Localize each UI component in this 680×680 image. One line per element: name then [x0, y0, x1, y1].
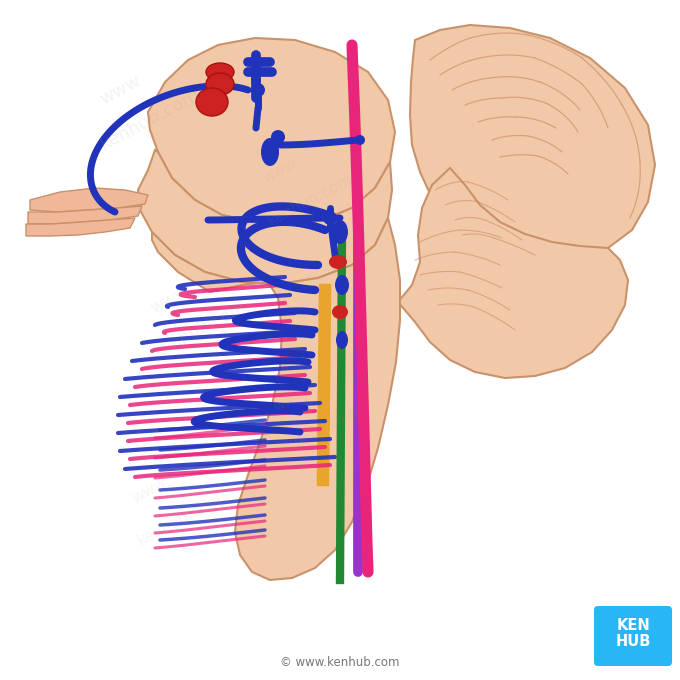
Polygon shape [398, 168, 628, 378]
Text: KEN: KEN [616, 619, 650, 634]
Ellipse shape [332, 220, 348, 244]
Text: www: www [271, 386, 308, 414]
Ellipse shape [206, 63, 234, 81]
Text: kenhub.com: kenhub.com [265, 171, 355, 228]
Ellipse shape [261, 138, 279, 166]
Text: www: www [130, 475, 170, 505]
Text: www: www [260, 154, 300, 186]
Ellipse shape [206, 73, 234, 95]
Polygon shape [28, 206, 142, 224]
Ellipse shape [329, 255, 347, 269]
Ellipse shape [336, 331, 348, 349]
Text: www: www [97, 71, 143, 108]
FancyBboxPatch shape [594, 606, 672, 666]
Circle shape [271, 130, 285, 144]
Ellipse shape [335, 275, 349, 295]
Text: © www.kenhub.com: © www.kenhub.com [280, 656, 400, 668]
Polygon shape [138, 150, 392, 284]
Text: kenhub.com: kenhub.com [151, 298, 250, 362]
Text: HUB: HUB [615, 634, 651, 649]
Polygon shape [152, 218, 400, 580]
Polygon shape [30, 188, 148, 212]
Text: kenhub.com: kenhub.com [97, 86, 203, 154]
Ellipse shape [196, 88, 228, 116]
Ellipse shape [332, 305, 348, 319]
Polygon shape [410, 25, 655, 262]
Text: www: www [148, 282, 192, 318]
Circle shape [251, 83, 265, 97]
Circle shape [355, 135, 365, 145]
Circle shape [323, 211, 337, 225]
Polygon shape [148, 38, 395, 224]
Polygon shape [26, 218, 135, 236]
Text: kenhub.com: kenhub.com [279, 404, 361, 456]
Text: kenhub.com: kenhub.com [135, 491, 225, 549]
